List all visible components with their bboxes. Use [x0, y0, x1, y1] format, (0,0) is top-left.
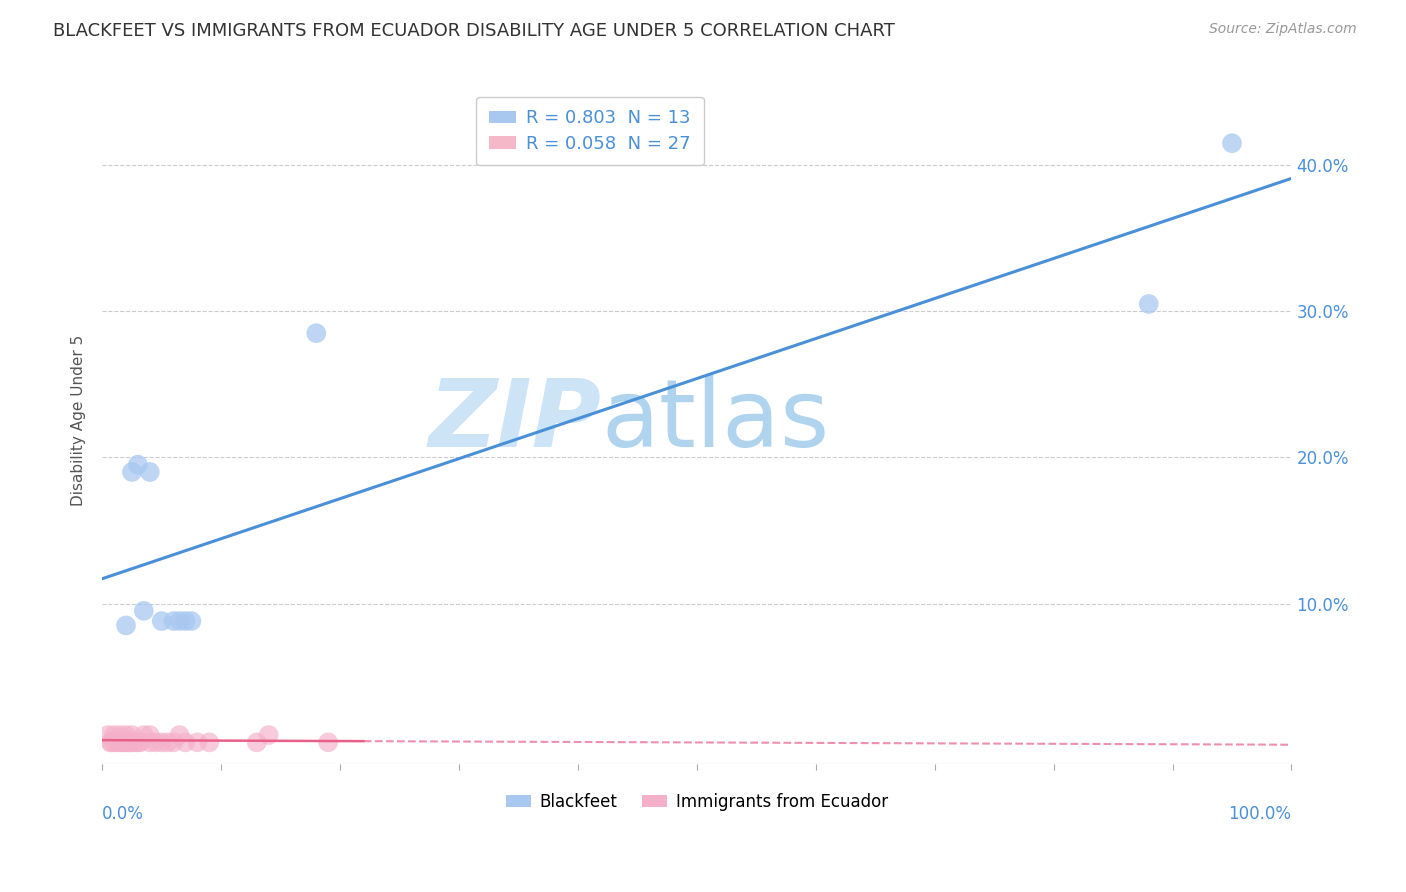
Point — [132, 728, 155, 742]
Point — [1220, 136, 1243, 151]
Point — [145, 735, 167, 749]
Point — [174, 735, 197, 749]
Point — [186, 735, 208, 749]
Point — [103, 735, 125, 749]
Point — [305, 326, 328, 341]
Point — [174, 614, 197, 628]
Point — [150, 735, 173, 749]
Text: Source: ZipAtlas.com: Source: ZipAtlas.com — [1209, 22, 1357, 37]
Point — [121, 728, 143, 742]
Point — [127, 735, 149, 749]
Point — [139, 735, 162, 749]
Point — [97, 728, 120, 742]
Point — [169, 614, 191, 628]
Point — [156, 735, 179, 749]
Point — [246, 735, 269, 749]
Point — [257, 728, 280, 742]
Point — [169, 728, 191, 742]
Point — [111, 735, 134, 749]
Y-axis label: Disability Age Under 5: Disability Age Under 5 — [72, 335, 86, 507]
Point — [117, 735, 139, 749]
Point — [108, 735, 131, 749]
Point — [112, 735, 135, 749]
Point — [132, 604, 155, 618]
Point — [139, 465, 162, 479]
Point — [180, 614, 202, 628]
Point — [115, 618, 138, 632]
Point — [108, 728, 131, 742]
Point — [316, 735, 339, 749]
Text: 100.0%: 100.0% — [1229, 805, 1292, 823]
Point — [129, 735, 152, 749]
Text: ZIP: ZIP — [429, 375, 602, 467]
Text: 0.0%: 0.0% — [103, 805, 143, 823]
Legend: Blackfeet, Immigrants from Ecuador: Blackfeet, Immigrants from Ecuador — [499, 787, 894, 818]
Point — [198, 735, 221, 749]
Point — [105, 735, 128, 749]
Point — [139, 728, 162, 742]
Text: atlas: atlas — [602, 375, 830, 467]
Point — [118, 735, 141, 749]
Text: BLACKFEET VS IMMIGRANTS FROM ECUADOR DISABILITY AGE UNDER 5 CORRELATION CHART: BLACKFEET VS IMMIGRANTS FROM ECUADOR DIS… — [53, 22, 896, 40]
Point — [103, 728, 125, 742]
Point — [162, 735, 184, 749]
Point — [1137, 297, 1160, 311]
Point — [162, 614, 184, 628]
Point — [124, 735, 146, 749]
Point — [115, 728, 138, 742]
Point — [150, 614, 173, 628]
Point — [100, 735, 122, 749]
Point — [115, 735, 138, 749]
Point — [127, 458, 149, 472]
Point — [121, 735, 143, 749]
Point — [121, 465, 143, 479]
Point — [100, 735, 122, 749]
